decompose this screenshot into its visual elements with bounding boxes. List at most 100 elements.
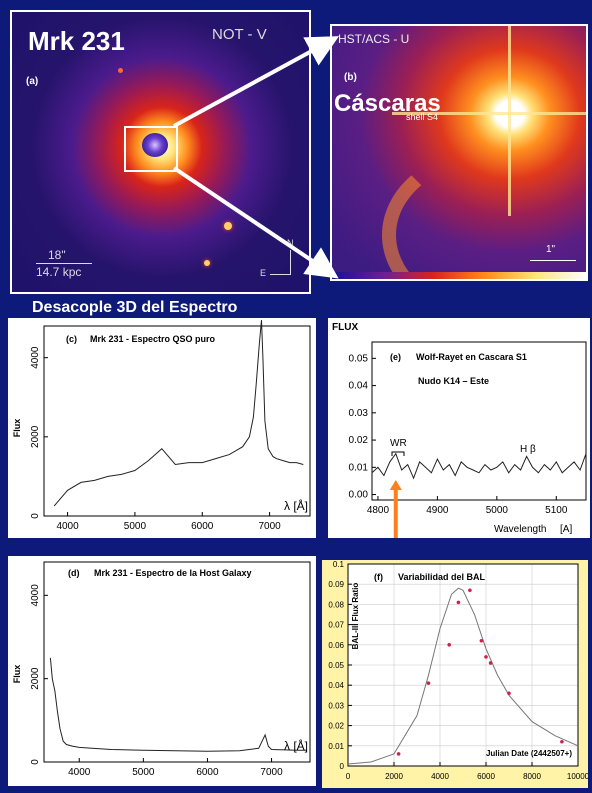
x-axis-label: λ [Å] xyxy=(284,738,308,753)
x-axis-unit: [A] xyxy=(560,524,572,535)
spike-horizontal xyxy=(392,112,586,115)
data-point xyxy=(488,661,493,665)
x-tick-label: 5000 xyxy=(486,505,509,516)
y-axis-label: BAL-III Flux Ratio xyxy=(351,583,360,650)
x-tick-label: 5000 xyxy=(132,767,155,778)
x-tick-label: 7000 xyxy=(260,767,283,778)
shell-label: shell S4 xyxy=(406,112,439,122)
scale-label: 1" xyxy=(546,244,556,255)
data-point xyxy=(468,588,472,593)
zoom-box xyxy=(124,126,178,172)
panel-tag: (c) xyxy=(66,334,77,344)
x-tick-label: 4000 xyxy=(68,767,91,778)
star-point xyxy=(224,222,232,230)
x-tick-label: 10000 xyxy=(567,772,588,781)
panel-tag: (b) xyxy=(344,72,357,83)
panel-tag: (d) xyxy=(68,568,80,578)
y-tick-label: 0.05 xyxy=(349,353,369,364)
chart-title: Wolf-Rayet en Cascara S1 xyxy=(416,352,527,362)
chart-c-panel: 4000 5000 6000 7000 0 2000 4000 (c) Mrk 231 - Es… xyxy=(8,318,316,538)
data-point xyxy=(507,691,511,696)
x-tick-label: 0 xyxy=(346,772,351,781)
chart-f-panel: 0 2000 4000 6000 8000 10000 0 0.01 0.02 0.03 0.04 0… xyxy=(322,560,590,788)
x-axis-label: Wavelength xyxy=(494,524,546,535)
y-tick-label: 0 xyxy=(30,759,41,765)
chart-title: Mrk 231 - Espectro QSO puro xyxy=(90,334,216,344)
chart-title: Variabilidad del BAL xyxy=(398,572,486,582)
data-point xyxy=(426,681,431,685)
fit-curve xyxy=(347,587,579,765)
compass-vertical xyxy=(290,250,291,274)
y-tick-label: 0.02 xyxy=(349,435,369,446)
y-tick-label: 0.07 xyxy=(328,621,344,630)
y-tick-label: 0.09 xyxy=(328,580,344,589)
annotation-label: WR xyxy=(390,438,407,449)
scale-arcsec: 18" xyxy=(48,248,66,262)
compass-horizontal xyxy=(270,274,291,275)
panel-b-title: Cáscaras xyxy=(334,90,441,117)
arrow-icon xyxy=(389,480,402,490)
star-point xyxy=(204,260,210,266)
y-tick-label: 0.1 xyxy=(333,560,345,569)
y-tick-label: 0.08 xyxy=(328,600,344,609)
x-tick-label: 6000 xyxy=(196,767,219,778)
data-point xyxy=(560,739,564,744)
series-line xyxy=(53,320,304,507)
plot-frame xyxy=(43,561,311,763)
chart-e-panel: 4800 4900 5000 5100 0.00 0.01 0.02 0.03 0.04 0.05… xyxy=(328,318,590,538)
annotation-label: H β xyxy=(520,444,536,455)
y-tick-label: 0.03 xyxy=(328,701,344,710)
data-point xyxy=(479,638,484,643)
y-tick-label: 2000 xyxy=(30,667,41,690)
y-tick-label: 0.05 xyxy=(328,661,344,670)
panel-tag: (f) xyxy=(374,572,383,582)
x-tick-label: 4800 xyxy=(367,505,390,516)
spike-vertical xyxy=(508,26,511,216)
data-point xyxy=(456,600,461,605)
y-tick-label: 0.01 xyxy=(349,462,369,473)
y-tick-label: 0.00 xyxy=(349,490,369,501)
scale-bar xyxy=(36,263,92,264)
y-tick-label: 0.01 xyxy=(328,742,344,751)
chart-e: 4800 4900 5000 5100 0.00 0.01 0.02 0.03 0.04 0.05… xyxy=(332,322,587,538)
galaxy-core xyxy=(142,133,168,157)
annotation-bracket xyxy=(391,451,405,456)
arrow-top xyxy=(173,36,340,128)
y-axis-label: FLUX xyxy=(332,322,358,333)
panel-tag: (a) xyxy=(26,76,39,87)
chart-subtitle: Nudo K14 – Este xyxy=(418,376,489,386)
x-tick-label: 6000 xyxy=(191,521,214,532)
colorbar xyxy=(332,272,586,279)
y-tick-label: 0.04 xyxy=(328,681,344,690)
y-axis-label: Flux xyxy=(12,419,22,438)
compass-n: N xyxy=(287,238,294,248)
x-tick-label: 5000 xyxy=(124,521,147,532)
series-line xyxy=(49,657,307,752)
scale-bar xyxy=(530,260,576,261)
plot-frame xyxy=(43,325,311,517)
arrow-bottom xyxy=(172,166,339,279)
y-axis-label: Flux xyxy=(12,665,22,684)
section-title: Desacople 3D del Espectro xyxy=(32,299,238,316)
x-tick-label: 7000 xyxy=(258,521,281,532)
chart-d: 4000 5000 6000 7000 0 2000 4000 (d) Mrk 231 - Es… xyxy=(12,561,311,778)
x-tick-label: 4900 xyxy=(426,505,449,516)
zoom-arrows xyxy=(172,36,340,279)
y-tick-label: 0 xyxy=(340,762,345,771)
y-tick-label: 0.03 xyxy=(349,408,369,419)
series-line xyxy=(371,452,587,480)
y-tick-label: 0.02 xyxy=(328,722,344,731)
y-tick-label: 4000 xyxy=(30,584,41,607)
x-tick-label: 2000 xyxy=(385,772,403,781)
x-tick-label: 4000 xyxy=(56,521,79,532)
panel-a-image: Mrk 231 NOT - V (a) 18" 14.7 kpc N E xyxy=(10,10,311,294)
y-tick-label: 0 xyxy=(30,513,41,519)
compass-e: E xyxy=(260,268,267,278)
y-tick-label: 0.06 xyxy=(328,641,344,650)
panel-b-image: HST/ACS - U (b) Cáscaras shell S4 1" xyxy=(330,24,588,281)
star-point xyxy=(118,68,123,73)
panel-tag: (e) xyxy=(390,352,401,362)
data-point xyxy=(447,643,451,647)
y-tick-label: 4000 xyxy=(30,346,41,369)
instrument-label: NOT - V xyxy=(212,26,267,43)
